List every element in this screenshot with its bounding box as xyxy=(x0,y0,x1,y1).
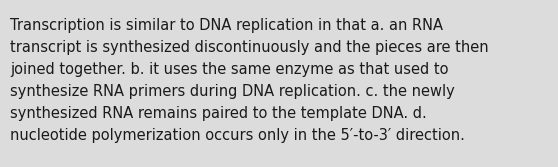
Text: nucleotide polymerization occurs only in the 5′-to-3′ direction.: nucleotide polymerization occurs only in… xyxy=(10,128,465,143)
Text: Transcription is similar to DNA replication in that a. an RNA: Transcription is similar to DNA replicat… xyxy=(10,18,443,33)
Text: synthesized RNA remains paired to the template DNA. d.: synthesized RNA remains paired to the te… xyxy=(10,106,427,121)
Text: transcript is synthesized discontinuously and the pieces are then: transcript is synthesized discontinuousl… xyxy=(10,40,489,55)
Text: joined together. b. it uses the same enzyme as that used to: joined together. b. it uses the same enz… xyxy=(10,62,449,77)
Text: synthesize RNA primers during DNA replication. c. the newly: synthesize RNA primers during DNA replic… xyxy=(10,84,455,99)
